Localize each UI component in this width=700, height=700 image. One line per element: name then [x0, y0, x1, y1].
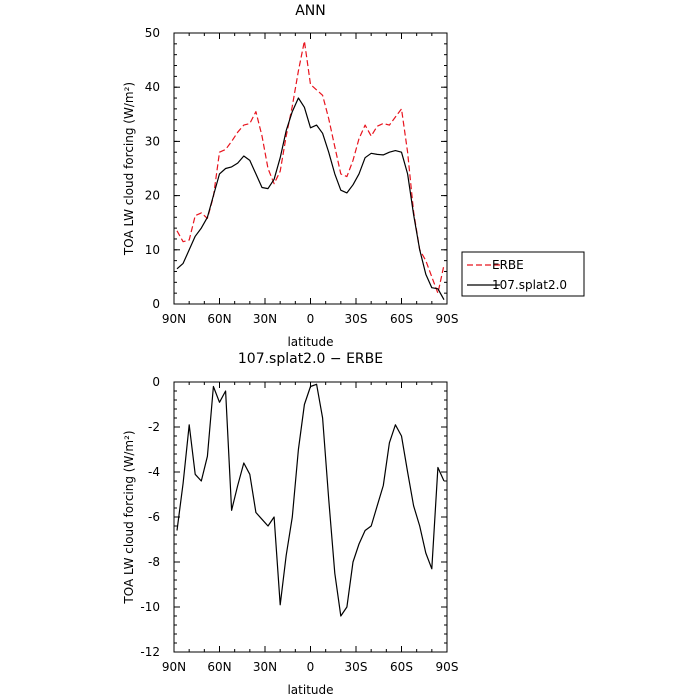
- legend-label: 107.splat2.0: [492, 278, 567, 292]
- x-tick-label: 0: [307, 660, 315, 674]
- legend-box: [461, 251, 585, 297]
- x-tick-label: 60S: [390, 312, 413, 326]
- x-tick-label: 90S: [436, 312, 459, 326]
- x-tick-label: 90N: [162, 660, 186, 674]
- chart-title: ANN: [295, 3, 326, 19]
- x-tick-label: 90N: [162, 312, 186, 326]
- y-tick-label: 0: [152, 375, 160, 389]
- y-tick-label: 30: [145, 134, 160, 148]
- x-axis-label: latitude: [287, 335, 333, 349]
- y-tick-label: -2: [148, 420, 160, 434]
- x-tick-label: 30S: [345, 660, 368, 674]
- x-tick-label: 60N: [207, 660, 231, 674]
- y-axis-label: TOA LW cloud forcing (W/m²): [122, 82, 136, 256]
- x-tick-label: 0: [307, 312, 315, 326]
- x-tick-label: 90S: [436, 660, 459, 674]
- x-tick-label: 60S: [390, 660, 413, 674]
- x-tick-label: 30N: [253, 312, 277, 326]
- y-tick-label: 40: [145, 80, 160, 94]
- x-tick-label: 30S: [345, 312, 368, 326]
- plot-frame: [173, 381, 448, 653]
- legend-label: ERBE: [492, 258, 524, 272]
- top-panel: 90N 60N 30N 0 30S 60S 90S 0 10 20 30 40 50 ANN latitud…: [122, 3, 458, 349]
- y-tick-label: 10: [145, 243, 160, 257]
- x-tick-label: 30N: [253, 660, 277, 674]
- legend: ERBE 107.splat2.0: [461, 251, 585, 297]
- chart-title: 107.splat2.0 − ERBE: [238, 351, 383, 367]
- y-tick-label: 50: [145, 26, 160, 40]
- x-axis-label: latitude: [287, 683, 333, 697]
- bottom-panel: 90N 60N 30N 0 30S 60S 90S -12 -10 -8 -6 -4 -2 0 107.sp…: [122, 351, 458, 697]
- y-axis-label: TOA LW cloud forcing (W/m²): [122, 430, 136, 604]
- series-line-erbe: [176, 40, 445, 294]
- y-tick-label: -6: [148, 510, 160, 524]
- series-line-107-splat2-0: [176, 97, 445, 300]
- x-tick-label: 60N: [207, 312, 231, 326]
- y-tick-label: -4: [148, 465, 160, 479]
- y-tick-label: -10: [140, 600, 160, 614]
- y-tick-label: 0: [152, 297, 160, 311]
- y-tick-label: -8: [148, 555, 160, 569]
- series-line-difference: [176, 383, 445, 617]
- y-tick-label: 20: [145, 189, 160, 203]
- y-tick-label: -12: [140, 645, 160, 659]
